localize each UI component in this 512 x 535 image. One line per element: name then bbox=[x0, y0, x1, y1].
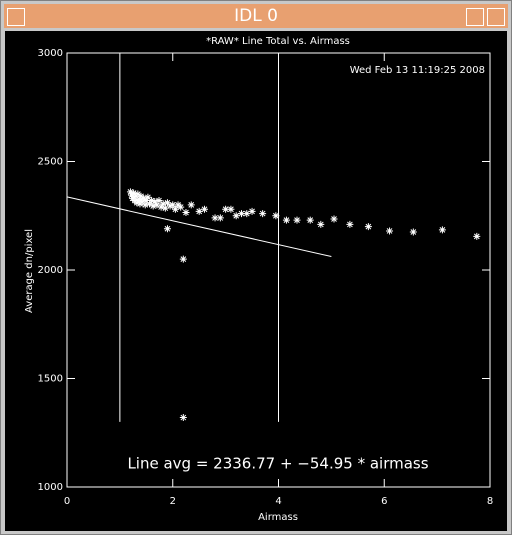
point bbox=[222, 205, 230, 213]
point bbox=[243, 210, 251, 218]
chart: *RAW* Line Total vs. Airmass Wed Feb 13 … bbox=[5, 31, 507, 531]
y-tick-label: 1000 bbox=[38, 482, 63, 493]
x-axis-label: Airmass bbox=[258, 512, 298, 523]
point bbox=[293, 216, 301, 224]
point bbox=[216, 214, 224, 222]
maximize-button[interactable] bbox=[487, 8, 505, 26]
point bbox=[232, 212, 240, 220]
point bbox=[282, 216, 290, 224]
point bbox=[306, 216, 314, 224]
point bbox=[187, 201, 195, 209]
timestamp: Wed Feb 13 11:19:25 2008 bbox=[350, 65, 485, 76]
x-tick-label: 4 bbox=[275, 496, 281, 507]
point bbox=[195, 207, 203, 215]
point bbox=[157, 203, 165, 211]
x-tick-label: 0 bbox=[64, 496, 70, 507]
point bbox=[237, 210, 245, 218]
y-tick-label: 1500 bbox=[38, 374, 63, 385]
y-axis-label: Average dn/pixel bbox=[24, 229, 35, 313]
point bbox=[177, 203, 185, 211]
point bbox=[200, 205, 208, 213]
point bbox=[148, 197, 156, 205]
point bbox=[144, 193, 152, 201]
point bbox=[138, 198, 146, 206]
point bbox=[409, 228, 417, 236]
point bbox=[211, 214, 219, 222]
point bbox=[179, 255, 187, 263]
chart-title: *RAW* Line Total vs. Airmass bbox=[206, 36, 350, 47]
point bbox=[159, 200, 167, 208]
point bbox=[166, 202, 174, 210]
point bbox=[317, 220, 325, 228]
minimize-button[interactable] bbox=[466, 8, 484, 26]
point bbox=[259, 210, 267, 218]
point bbox=[163, 225, 171, 233]
point bbox=[133, 199, 141, 207]
point bbox=[179, 414, 187, 422]
point bbox=[161, 204, 169, 212]
x-tick-label: 6 bbox=[381, 496, 387, 507]
point bbox=[130, 189, 138, 197]
y-tick-label: 2500 bbox=[38, 157, 63, 168]
x-tick-label: 2 bbox=[170, 496, 176, 507]
point bbox=[438, 226, 446, 234]
point bbox=[135, 195, 143, 203]
point bbox=[141, 201, 149, 209]
point bbox=[171, 205, 179, 213]
point bbox=[126, 188, 134, 196]
point bbox=[153, 201, 161, 209]
title-bar[interactable]: IDL 0 bbox=[4, 4, 508, 28]
x-tick-label: 8 bbox=[487, 496, 493, 507]
point bbox=[182, 208, 190, 216]
y-tick-label: 3000 bbox=[38, 48, 63, 59]
point bbox=[248, 207, 256, 215]
point bbox=[155, 197, 163, 205]
point bbox=[149, 202, 157, 210]
window-title: IDL 0 bbox=[234, 6, 278, 26]
point bbox=[169, 201, 177, 209]
point bbox=[142, 197, 150, 205]
annotation: Line avg = 2336.77 + −54.95 * airmass bbox=[127, 455, 428, 473]
y-tick-label: 2000 bbox=[38, 265, 63, 276]
point bbox=[473, 232, 481, 240]
point bbox=[145, 200, 153, 208]
point bbox=[346, 220, 354, 228]
point bbox=[330, 215, 338, 223]
point bbox=[163, 199, 171, 207]
point bbox=[134, 190, 142, 198]
fit-line bbox=[66, 196, 332, 258]
point bbox=[227, 205, 235, 213]
point bbox=[386, 227, 394, 235]
point bbox=[272, 212, 280, 220]
point bbox=[364, 223, 372, 231]
point bbox=[151, 198, 159, 206]
menu-button[interactable] bbox=[7, 8, 25, 26]
